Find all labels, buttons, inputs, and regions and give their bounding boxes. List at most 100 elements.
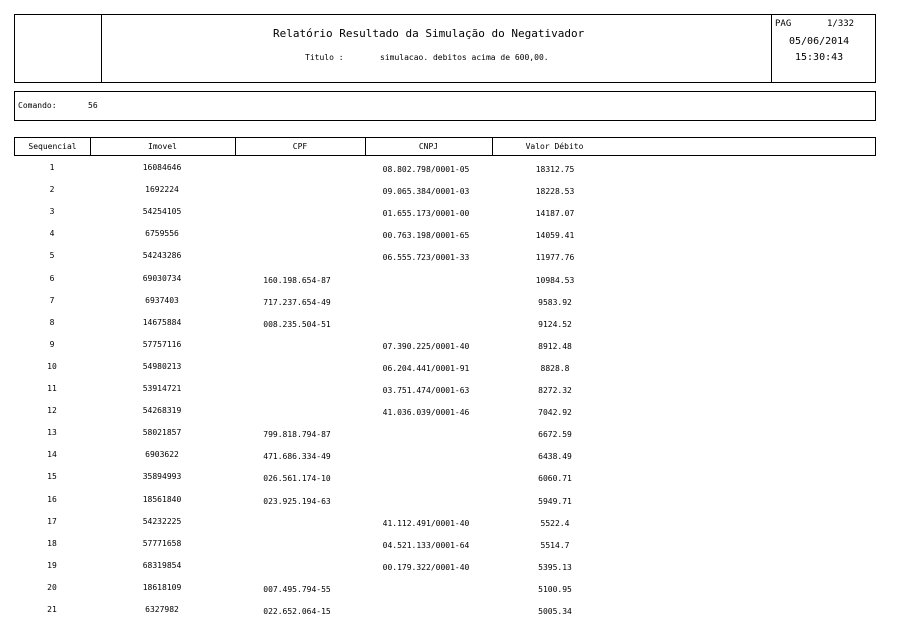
divider <box>492 138 493 155</box>
column-header-valor-debito: Valor Débito <box>525 142 584 151</box>
cell-sequencial: 10 <box>47 362 57 371</box>
divider <box>771 15 772 82</box>
report-time: 15:30:43 <box>795 52 844 63</box>
cell-valor-debito: 14187.07 <box>535 209 575 218</box>
report-header: Relatório Resultado da Simulação do Nega… <box>14 14 876 83</box>
cell-imovel: 54243286 <box>142 251 182 260</box>
cell-valor-debito: 5522.4 <box>540 519 570 528</box>
cell-sequencial: 14 <box>47 450 57 459</box>
cell-cpf: 717.237.654-49 <box>263 298 331 307</box>
cell-cnpj: 01.655.173/0001-00 <box>382 209 470 218</box>
cell-imovel: 54980213 <box>142 362 182 371</box>
cell-imovel: 6759556 <box>145 229 179 238</box>
cell-cnpj: 03.751.474/0001-63 <box>382 386 470 395</box>
cell-imovel: 53914721 <box>142 384 182 393</box>
cell-cnpj: 07.390.225/0001-40 <box>382 342 470 351</box>
cell-valor-debito: 8912.48 <box>538 342 572 351</box>
divider <box>101 15 102 82</box>
cell-cnpj: 08.802.798/0001-05 <box>382 165 470 174</box>
cell-sequencial: 6 <box>49 274 55 283</box>
cell-imovel: 1692224 <box>145 185 179 194</box>
cell-valor-debito: 18312.75 <box>535 165 575 174</box>
column-header-imovel: Imovel <box>148 142 177 151</box>
cell-sequencial: 20 <box>47 583 57 592</box>
cell-cpf: 160.198.654-87 <box>263 276 331 285</box>
column-header-cpf: CPF <box>292 142 308 151</box>
cell-cpf: 799.818.794-87 <box>263 430 331 439</box>
cell-imovel: 68319854 <box>142 561 182 570</box>
cell-sequencial: 21 <box>47 605 57 614</box>
cell-cnpj: 41.036.039/0001-46 <box>382 408 470 417</box>
column-header-sequencial: Sequencial <box>28 142 77 151</box>
cell-imovel: 18618109 <box>142 583 182 592</box>
cell-valor-debito: 5005.34 <box>538 607 572 616</box>
cell-imovel: 54268319 <box>142 406 182 415</box>
divider <box>235 138 236 155</box>
cell-imovel: 35894993 <box>142 472 182 481</box>
cell-imovel: 57771658 <box>142 539 182 548</box>
report-date: 05/06/2014 <box>789 36 850 47</box>
cell-cpf: 023.925.194-63 <box>263 497 331 506</box>
cell-imovel: 54254105 <box>142 207 182 216</box>
cell-cpf: 008.235.504-51 <box>263 320 331 329</box>
cell-imovel: 14675884 <box>142 318 182 327</box>
cell-valor-debito: 9583.92 <box>538 298 572 307</box>
cell-valor-debito: 6060.71 <box>538 474 572 483</box>
cell-imovel: 57757116 <box>142 340 182 349</box>
divider <box>365 138 366 155</box>
page-number: 1/332 <box>827 19 855 29</box>
cell-sequencial: 1 <box>49 163 55 172</box>
cell-imovel: 58021857 <box>142 428 182 437</box>
cell-cnpj: 04.521.133/0001-64 <box>382 541 470 550</box>
cell-sequencial: 4 <box>49 229 55 238</box>
cell-sequencial: 19 <box>47 561 57 570</box>
cell-cnpj: 00.179.322/0001-40 <box>382 563 470 572</box>
cell-cpf: 026.561.174-10 <box>263 474 331 483</box>
cell-valor-debito: 6438.49 <box>538 452 572 461</box>
command-value: 56 <box>88 101 98 110</box>
command-box: Comando: 56 <box>14 91 876 121</box>
command-label: Comando: <box>18 101 57 110</box>
cell-imovel: 6903622 <box>145 450 179 459</box>
cell-valor-debito: 18228.53 <box>535 187 575 196</box>
page-label: PAG <box>775 19 792 29</box>
cell-imovel: 6937403 <box>145 296 179 305</box>
cell-valor-debito: 9124.52 <box>538 320 572 329</box>
cell-sequencial: 13 <box>47 428 57 437</box>
cell-imovel: 54232225 <box>142 517 182 526</box>
cell-valor-debito: 5395.13 <box>538 563 572 572</box>
cell-valor-debito: 14059.41 <box>535 231 575 240</box>
cell-imovel: 6327982 <box>145 605 179 614</box>
cell-sequencial: 18 <box>47 539 57 548</box>
cell-imovel: 18561840 <box>142 495 182 504</box>
subtitle-value: simulacao. debitos acima de 600,00. <box>380 53 549 62</box>
cell-sequencial: 2 <box>49 185 55 194</box>
divider <box>90 138 91 155</box>
cell-sequencial: 16 <box>47 495 57 504</box>
cell-sequencial: 8 <box>49 318 55 327</box>
cell-sequencial: 9 <box>49 340 55 349</box>
cell-valor-debito: 5100.95 <box>538 585 572 594</box>
cell-sequencial: 11 <box>47 384 57 393</box>
cell-sequencial: 17 <box>47 517 57 526</box>
report-title: Relatório Resultado da Simulação do Nega… <box>273 27 585 40</box>
cell-cnpj: 06.555.723/0001-33 <box>382 253 470 262</box>
cell-cpf: 471.686.334-49 <box>263 452 331 461</box>
cell-cnpj: 00.763.198/0001-65 <box>382 231 470 240</box>
table-header: Sequencial Imovel CPF CNPJ Valor Débito <box>14 137 876 156</box>
cell-valor-debito: 7042.92 <box>538 408 572 417</box>
column-header-cnpj: CNPJ <box>418 142 439 151</box>
cell-valor-debito: 10984.53 <box>535 276 575 285</box>
cell-valor-debito: 11977.76 <box>535 253 575 262</box>
cell-valor-debito: 6672.59 <box>538 430 572 439</box>
cell-sequencial: 12 <box>47 406 57 415</box>
cell-valor-debito: 8828.8 <box>540 364 570 373</box>
cell-valor-debito: 5949.71 <box>538 497 572 506</box>
cell-sequencial: 7 <box>49 296 55 305</box>
cell-cnpj: 06.204.441/0001-91 <box>382 364 470 373</box>
cell-sequencial: 15 <box>47 472 57 481</box>
cell-cpf: 007.495.794-55 <box>263 585 331 594</box>
cell-cnpj: 09.065.384/0001-03 <box>382 187 470 196</box>
cell-valor-debito: 8272.32 <box>538 386 572 395</box>
cell-cnpj: 41.112.491/0001-40 <box>382 519 470 528</box>
